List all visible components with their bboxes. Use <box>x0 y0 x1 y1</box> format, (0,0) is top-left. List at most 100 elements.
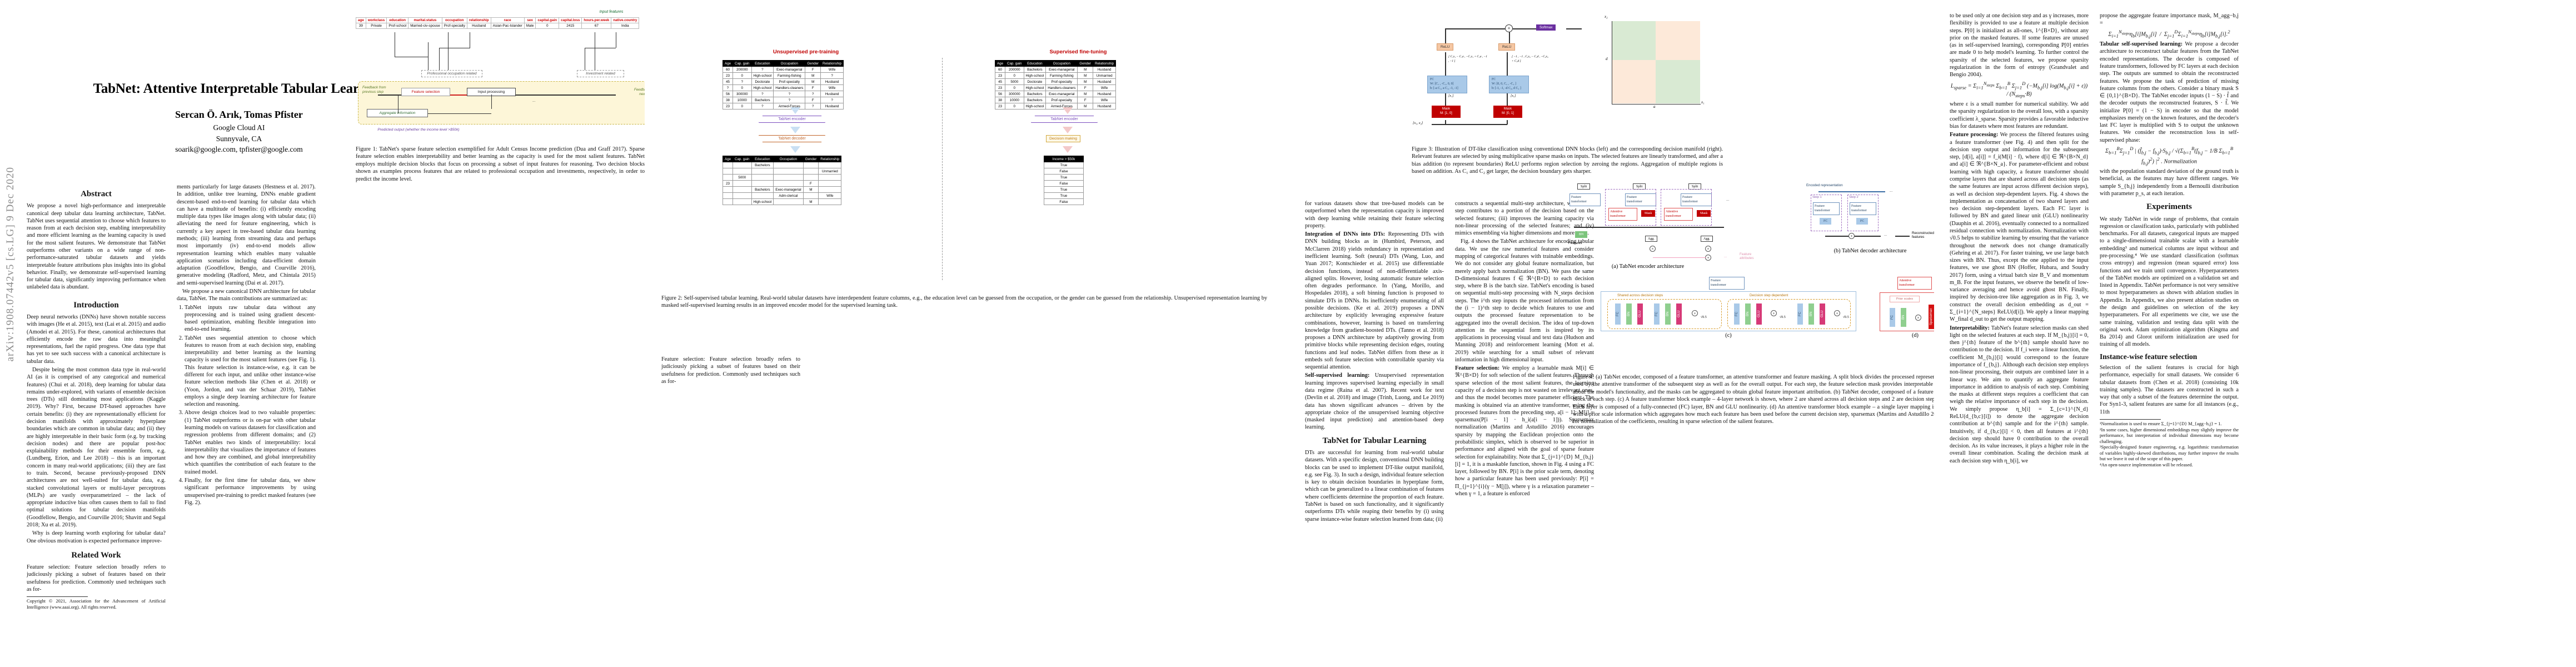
table-row: 38 10000 Bachelors? F? <box>722 97 844 103</box>
cell: Husband <box>820 103 844 109</box>
th-education: education <box>386 17 409 23</box>
cell <box>818 162 842 168</box>
cell: 5000 <box>733 174 752 181</box>
th-education: Education <box>751 60 774 67</box>
table-row: 5000 <box>722 174 842 181</box>
step-dependent-layers-group <box>1727 299 1851 329</box>
table-row: 23 0 High-school Farming-fishing M Unmarried <box>994 72 1117 79</box>
p4-left-para-3-body: We process the filtered features using a… <box>1950 132 2089 323</box>
cell: ? <box>733 78 752 85</box>
page1-col-right: ments particularly for large datasets (H… <box>177 183 316 507</box>
table-row: 45 5000 Doctorate Prof-specialty M Husband <box>994 78 1117 85</box>
p3-left-para-3-body: Unsupervised representation learning imp… <box>1305 372 1444 431</box>
cell: Bachelors <box>1023 97 1047 103</box>
sqrt-label: √0.5 <box>1780 316 1786 319</box>
table-row: 56 300000 Bachelors Exec-managerial M Husband <box>994 91 1117 97</box>
feature-transformer-title-box: Feature transformer <box>1709 277 1745 290</box>
cell: Prof-specialty <box>1045 78 1078 85</box>
page-2: Unsupervised pre-training Supervised fin… <box>645 0 1289 667</box>
cell: 0 <box>1005 84 1024 91</box>
th-gender: Gender <box>805 60 821 67</box>
table-header-row: Age Cap. gain Education Occupation Gende… <box>722 60 844 67</box>
cell: ? <box>805 91 821 97</box>
cell: Wife <box>1093 84 1117 91</box>
p4-left-para-3: Feature processing: We process the filte… <box>1950 131 2089 323</box>
cell: ? <box>805 103 821 109</box>
cell: Husband <box>1093 78 1117 85</box>
table-row: 39 Private Prof-school Married-civ-spous… <box>356 23 640 29</box>
th-sex: sex <box>524 17 536 23</box>
finetune-input-table: Age Cap. gain Education Occupation Gende… <box>994 60 1117 109</box>
p3-left-para-3: Self-supervised learning: Unsupervised r… <box>1305 372 1444 431</box>
cell: ? <box>751 91 774 97</box>
th-gender: Gender <box>1077 60 1094 67</box>
aggregate-mask-equation: Σi=1Nstepsηb[i]Mb,j[i] / Σj=1DΣi=1Nsteps… <box>2108 28 2230 39</box>
sparsemax-chip: Sparsemax <box>1929 305 1934 329</box>
th-race: race <box>490 17 525 23</box>
reconstructed-output-table: Age Cap. gain Education Occupation Gende… <box>722 156 842 205</box>
table-row: True <box>1044 192 1084 199</box>
arrow-down-to-decoder <box>790 127 800 133</box>
cell <box>773 180 804 187</box>
cell: 60 <box>722 66 734 73</box>
bn-chip: BN <box>1745 303 1751 325</box>
th-cap-gain: Cap. gain <box>1005 60 1024 67</box>
cell <box>722 186 734 193</box>
cell: High-school <box>751 84 774 91</box>
mask-block-left: Mask M: [1, 0] <box>1432 106 1461 118</box>
affiliation: Google Cloud AI Sunnyvale, CA soarik@goo… <box>61 122 417 155</box>
aggregate-block: Agg. <box>1645 236 1657 242</box>
p4-right-para-2-body: We propose a decoder architecture to rec… <box>2100 41 2239 143</box>
cell: 5000 <box>1005 78 1024 85</box>
cell: Wife <box>820 84 844 91</box>
cell: False <box>1044 180 1084 187</box>
cell <box>722 174 734 181</box>
cell: High-school <box>751 72 774 79</box>
cell: Doctorate <box>1023 78 1047 85</box>
cell: Adm-clerical <box>773 192 804 199</box>
cell: 23 <box>722 180 734 187</box>
cell: 300000 <box>733 91 752 97</box>
decision-making-block: Decision making <box>1046 135 1080 142</box>
arrow-down-to-income <box>1063 146 1073 153</box>
table-row: Adm-clerical Wife <box>722 192 842 199</box>
affiliation-org: Google Cloud AI <box>213 123 265 132</box>
relu-block-right: ReLU <box>1498 43 1516 51</box>
mask-label: Mask <box>1442 107 1451 111</box>
figure-4a-subcaption: (a) TabNet encoder architecture <box>1611 263 1685 270</box>
decoder-feature-transformer: Feature transformer <box>1813 202 1840 215</box>
cell: Farming-fishing <box>1045 72 1078 79</box>
arrow-down-to-output-table <box>790 146 800 153</box>
p4-right-para-2: Tabular self-supervised learning: We pro… <box>2100 41 2239 144</box>
feature-selection-block: Feature selection <box>401 88 450 96</box>
multiply-node: × <box>1705 246 1711 252</box>
th-hours-per-week: hours.per.week <box>581 17 612 23</box>
axis-label-x2: x₂ <box>1605 14 1608 19</box>
bn-chip: BN <box>1626 303 1632 325</box>
cell <box>733 168 752 175</box>
cell: ? <box>820 72 844 79</box>
p4-right-para-5: Selection of the salient features is cru… <box>2100 365 2239 415</box>
intro-para-3: Why is deep learning worth exploring for… <box>27 530 166 544</box>
cell: 23 <box>994 103 1006 109</box>
decoder-fc-block: FC <box>1820 218 1832 225</box>
cell: Unmarried <box>1093 72 1117 79</box>
arrow-down-to-encoder <box>790 107 800 114</box>
introduction-heading: Introduction <box>73 300 119 310</box>
heading-tabnet-for-tabular-learning: TabNet for Tabular Learning <box>1322 436 1427 445</box>
feature-transformer-block: Feature transformer <box>1625 193 1656 206</box>
cell <box>733 198 752 205</box>
th-occupation: occupation <box>441 17 467 23</box>
cell: 0 <box>733 72 752 79</box>
cell: Wife <box>818 192 842 199</box>
abstract-body: We propose a novel high-performance and … <box>27 203 166 291</box>
decoder-step-2-label: Step 2 <box>1849 196 1858 199</box>
features-label: Features <box>1568 241 1582 245</box>
page3-col-right: constructs a sequential multi-step archi… <box>1455 200 1594 499</box>
decoder-step-1-outline <box>1811 195 1842 231</box>
cell: ? <box>751 66 774 73</box>
table-row: 23 F <box>722 180 842 187</box>
prior-scales-box: Prior scales <box>1890 296 1920 302</box>
col2-para-1: ments particularly for large datasets (H… <box>177 184 316 286</box>
cell: Exec-managerial <box>1045 91 1078 97</box>
